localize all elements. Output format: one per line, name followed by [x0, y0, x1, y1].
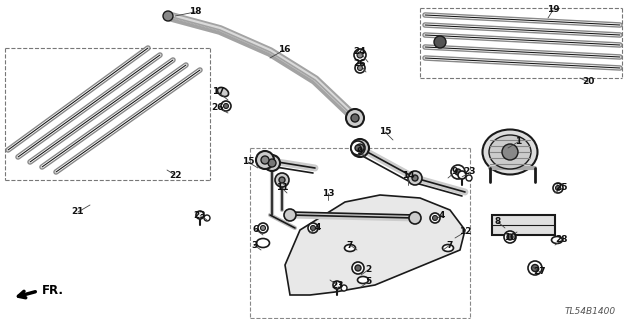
Text: 25: 25 [556, 183, 568, 192]
Circle shape [355, 63, 365, 73]
Bar [492, 215, 555, 235]
Text: TL54B1400: TL54B1400 [564, 307, 616, 315]
Circle shape [351, 139, 369, 157]
Text: 4: 4 [315, 224, 321, 233]
Circle shape [433, 216, 438, 220]
Text: 24: 24 [354, 48, 366, 56]
Circle shape [455, 169, 461, 175]
Circle shape [310, 226, 316, 231]
Circle shape [284, 209, 296, 221]
Circle shape [355, 265, 361, 271]
Circle shape [279, 177, 285, 183]
Text: 18: 18 [189, 8, 201, 17]
Circle shape [504, 231, 516, 243]
Ellipse shape [218, 87, 228, 97]
Ellipse shape [483, 130, 538, 174]
Circle shape [412, 175, 418, 181]
Circle shape [430, 213, 440, 223]
Text: 6: 6 [253, 226, 259, 234]
Circle shape [256, 151, 274, 169]
Text: 14: 14 [402, 170, 414, 180]
Circle shape [556, 186, 561, 190]
Text: 27: 27 [534, 268, 547, 277]
Circle shape [458, 171, 466, 179]
Text: 22: 22 [169, 170, 181, 180]
Text: 16: 16 [278, 46, 291, 55]
Text: 20: 20 [582, 78, 594, 86]
Text: 2: 2 [365, 265, 371, 275]
Circle shape [204, 215, 210, 221]
Text: 13: 13 [322, 189, 334, 197]
Circle shape [351, 114, 359, 122]
Circle shape [308, 223, 318, 233]
Text: 9: 9 [452, 167, 458, 176]
Ellipse shape [344, 244, 355, 251]
Text: 3: 3 [251, 241, 257, 249]
Text: 15: 15 [379, 128, 391, 137]
Circle shape [223, 103, 228, 108]
Text: 8: 8 [495, 218, 501, 226]
Text: 10: 10 [504, 233, 516, 241]
Text: 28: 28 [556, 235, 568, 244]
Circle shape [163, 11, 173, 21]
Text: 23: 23 [331, 280, 343, 290]
Text: 7: 7 [347, 241, 353, 249]
Circle shape [341, 285, 347, 291]
Circle shape [531, 264, 538, 271]
Polygon shape [285, 195, 465, 295]
Text: 23: 23 [464, 167, 476, 176]
Circle shape [264, 155, 280, 171]
Circle shape [258, 223, 268, 233]
Circle shape [352, 262, 364, 274]
Text: 23: 23 [194, 211, 206, 219]
Circle shape [196, 211, 204, 219]
Circle shape [409, 212, 421, 224]
Circle shape [466, 175, 472, 181]
Text: FR.: FR. [42, 285, 64, 298]
Circle shape [221, 101, 231, 111]
Circle shape [275, 173, 289, 187]
Text: 5: 5 [365, 278, 371, 286]
Circle shape [268, 159, 276, 167]
Text: 26: 26 [354, 60, 366, 69]
Ellipse shape [358, 277, 369, 284]
Text: 19: 19 [547, 5, 559, 14]
Ellipse shape [489, 135, 531, 169]
Text: 15: 15 [242, 158, 254, 167]
Circle shape [354, 49, 366, 61]
Circle shape [357, 52, 363, 58]
Circle shape [358, 65, 362, 70]
Text: 12: 12 [459, 227, 471, 236]
Circle shape [408, 171, 422, 185]
Circle shape [260, 226, 266, 231]
Circle shape [502, 144, 518, 160]
Circle shape [451, 165, 465, 179]
Circle shape [528, 261, 542, 275]
Ellipse shape [257, 239, 269, 248]
Circle shape [355, 145, 361, 151]
Text: 26: 26 [212, 103, 224, 113]
Circle shape [333, 281, 341, 289]
Circle shape [553, 183, 563, 193]
Ellipse shape [552, 236, 563, 243]
Text: 7: 7 [447, 241, 453, 249]
Text: 21: 21 [72, 207, 84, 217]
Text: 17: 17 [212, 87, 224, 97]
Circle shape [507, 234, 513, 240]
Text: 1: 1 [515, 137, 521, 146]
Circle shape [356, 144, 364, 152]
Circle shape [434, 36, 446, 48]
Ellipse shape [442, 244, 454, 251]
Circle shape [351, 141, 365, 155]
Text: 4: 4 [439, 211, 445, 219]
Text: 11: 11 [276, 183, 288, 192]
Text: 9: 9 [357, 147, 363, 157]
Circle shape [261, 156, 269, 164]
Circle shape [346, 109, 364, 127]
